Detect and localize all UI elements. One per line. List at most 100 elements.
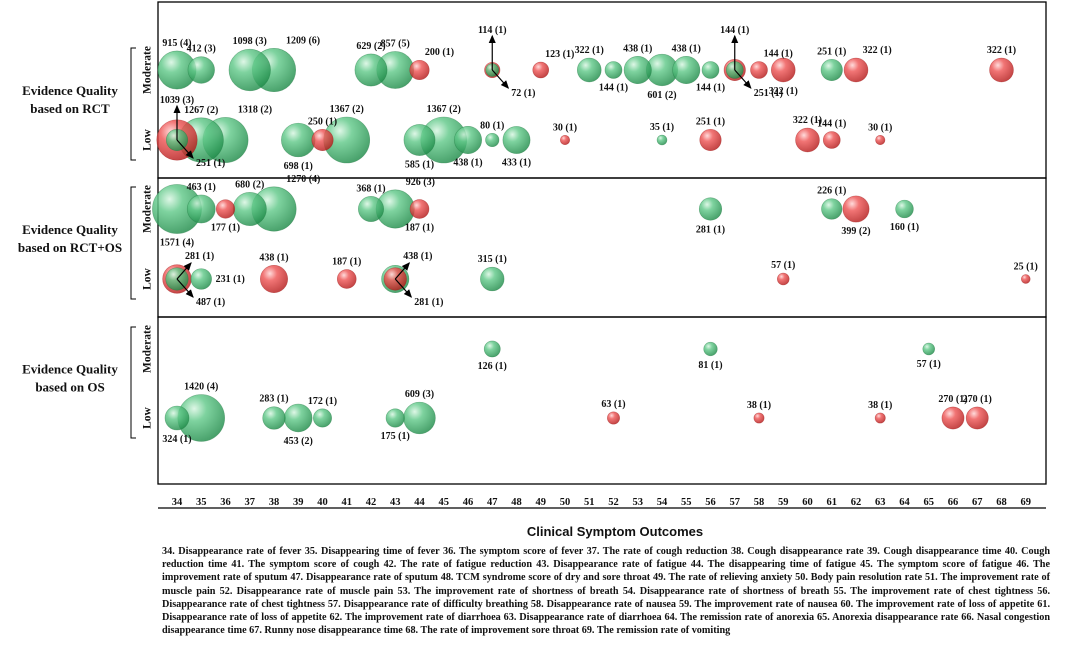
bubble-label: 281 (1) (185, 251, 214, 262)
x-tick-label: 53 (633, 497, 644, 508)
bubble-label: 231 (1) (216, 274, 245, 285)
bubble-label: 368 (1) (356, 183, 385, 194)
bubble-label: 857 (5) (381, 38, 410, 49)
bubble-label: 324 (1) (162, 434, 191, 445)
bubble (874, 412, 886, 424)
bubble-label: 38 (1) (747, 400, 771, 411)
bubble (385, 408, 405, 428)
bubble (409, 199, 430, 219)
row-bracket (130, 186, 136, 300)
bubble-label: 585 (1) (405, 160, 434, 171)
group-label: based on RCT+OS (18, 240, 122, 255)
bubble (623, 56, 652, 84)
bubble-label: 412 (3) (187, 44, 216, 55)
bubble-label: 172 (1) (308, 396, 337, 407)
row-bracket (130, 47, 136, 161)
bubble-label: 123 (1) (545, 49, 574, 60)
bubble-label: 433 (1) (502, 158, 531, 169)
x-tick-label: 49 (536, 497, 547, 508)
bubble (187, 56, 215, 84)
bubble-label: 680 (2) (235, 179, 264, 190)
bubble (699, 128, 722, 152)
row-label: Low (142, 128, 154, 150)
group-label: Evidence Quality (22, 222, 118, 237)
bubble-label: 144 (1) (599, 83, 628, 94)
x-tick-label: 38 (269, 497, 280, 508)
bubble (989, 57, 1014, 83)
bubble-label: 30 (1) (868, 122, 892, 133)
bubble-label: 177 (1) (211, 222, 240, 233)
x-tick-label: 65 (924, 497, 935, 508)
bubble (607, 411, 620, 425)
bubble (284, 403, 313, 433)
bubble (190, 268, 212, 290)
bubble-label: 126 (1) (478, 361, 507, 372)
bubble-label: 144 (1) (696, 83, 725, 94)
x-tick-label: 62 (851, 497, 862, 508)
label-arrow (176, 139, 194, 159)
bubble (750, 61, 768, 79)
bubble (656, 134, 668, 146)
bubble (164, 405, 190, 431)
x-tick-label: 69 (1021, 497, 1032, 508)
x-tick-label: 35 (196, 497, 207, 508)
bubble-label: 30 (1) (553, 122, 577, 133)
bubble-label: 629 (2) (356, 41, 385, 52)
x-tick-label: 50 (560, 497, 571, 508)
bubble (559, 134, 571, 146)
x-tick-label: 59 (778, 497, 789, 508)
bubble-label: 38 (1) (868, 400, 892, 411)
bubble-label: 270 (1) (938, 394, 967, 405)
bubble (965, 406, 989, 430)
bubble (281, 122, 316, 158)
bubble-label: 322 (1) (769, 86, 798, 97)
label-arrow (176, 262, 192, 280)
bubble (260, 265, 288, 293)
bubble (311, 128, 334, 152)
bubble-label: 322 (1) (575, 45, 604, 56)
bubble (403, 124, 436, 156)
bubble (821, 198, 843, 220)
bubble-label: 187 (1) (405, 222, 434, 233)
bubble-label: 438 (1) (403, 251, 432, 262)
bubble-label: 438 (1) (623, 43, 652, 54)
x-tick-label: 46 (463, 497, 474, 508)
x-tick-label: 67 (972, 497, 983, 508)
bubble (753, 412, 765, 424)
x-tick-label: 57 (730, 497, 741, 508)
bubble-label: 283 (1) (259, 394, 288, 405)
bubble (336, 269, 357, 289)
bubble-label: 1098 (3) (233, 36, 267, 47)
bubble (502, 126, 531, 154)
row-bracket (130, 326, 136, 439)
bubble (698, 197, 723, 221)
x-tick-label: 37 (245, 497, 256, 508)
bubble-label: 144 (1) (817, 118, 846, 129)
bubble (922, 342, 935, 356)
bubble-label: 438 (1) (672, 43, 701, 54)
bubble (941, 406, 965, 430)
x-tick-label: 55 (681, 497, 692, 508)
bubble-label: 1267 (2) (184, 105, 218, 116)
row-label: Low (142, 267, 154, 289)
label-arrow (394, 262, 411, 280)
bubble-label: 226 (1) (817, 186, 846, 197)
bubble (354, 53, 388, 87)
bubble (875, 134, 886, 146)
row-label: Moderate (142, 185, 154, 233)
bubble-label: 81 (1) (698, 360, 722, 371)
panel-border (157, 316, 1047, 485)
bubble-label: 57 (1) (771, 260, 795, 271)
bubble (822, 131, 841, 149)
x-tick-label: 64 (899, 497, 910, 508)
x-tick-label: 66 (948, 497, 959, 508)
bubble (701, 61, 720, 79)
bubble-label: 1039 (3) (160, 95, 194, 106)
x-axis-title: Clinical Symptom Outcomes (527, 524, 703, 539)
bubble (1020, 274, 1031, 284)
bubble-label: 399 (2) (841, 226, 870, 237)
bubble (842, 195, 870, 223)
bubble-label: 57 (1) (917, 359, 941, 370)
bubble-label: 80 (1) (480, 120, 504, 131)
bubble-label: 322 (1) (793, 115, 822, 126)
